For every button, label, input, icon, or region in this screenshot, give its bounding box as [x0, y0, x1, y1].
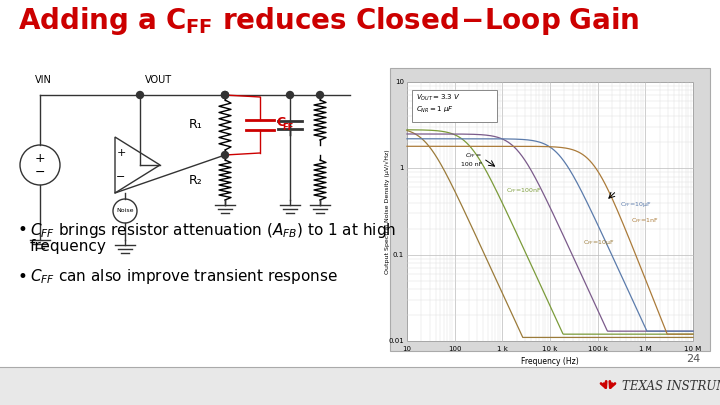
Text: 0.1: 0.1: [392, 252, 404, 258]
Text: 10: 10: [402, 346, 412, 352]
Text: $V_{OUT} = 3.3\ V$: $V_{OUT} = 3.3\ V$: [416, 93, 461, 103]
Text: •: •: [18, 221, 28, 239]
Text: $C_{FF}$ can also improve transient response: $C_{FF}$ can also improve transient resp…: [30, 267, 338, 286]
Text: Noise: Noise: [116, 209, 134, 213]
Text: C: C: [276, 117, 285, 130]
Text: 100 k: 100 k: [588, 346, 608, 352]
Text: TEXAS INSTRUMENTS: TEXAS INSTRUMENTS: [622, 379, 720, 392]
Circle shape: [222, 92, 228, 98]
Text: VOUT: VOUT: [145, 75, 172, 85]
Circle shape: [137, 92, 143, 98]
Text: C$_{FF}$=1nF: C$_{FF}$=1nF: [631, 216, 659, 225]
Text: R₂: R₂: [189, 173, 203, 186]
Circle shape: [317, 92, 323, 98]
Text: frequency: frequency: [30, 239, 107, 254]
Text: VIN: VIN: [35, 75, 52, 85]
Text: 100: 100: [448, 346, 462, 352]
Text: 100 nF: 100 nF: [461, 162, 482, 167]
Text: Output Spectral Noise Density (µV/√Hz): Output Spectral Noise Density (µV/√Hz): [384, 149, 390, 274]
Text: 0.01: 0.01: [388, 338, 404, 344]
Text: $C_{NR} = 1\ \mu F$: $C_{NR} = 1\ \mu F$: [416, 105, 454, 115]
Text: $C_{FF}$ brings resistor attenuation $(A_{FB})$ to 1 at high: $C_{FF}$ brings resistor attenuation $(A…: [30, 220, 396, 239]
Circle shape: [222, 92, 228, 98]
Circle shape: [287, 92, 294, 98]
Text: C$_{FF}$=10µF: C$_{FF}$=10µF: [583, 238, 616, 247]
Text: 10 M: 10 M: [685, 346, 701, 352]
Text: C$_{FF}$=10µF: C$_{FF}$=10µF: [621, 200, 652, 209]
Text: R₁: R₁: [189, 119, 203, 132]
Text: Frequency (Hz): Frequency (Hz): [521, 357, 579, 366]
Bar: [407, 82, 693, 341]
Text: $C_{FF}=$: $C_{FF}=$: [465, 151, 482, 160]
Text: 10: 10: [395, 79, 404, 85]
Circle shape: [222, 151, 228, 158]
Text: +: +: [35, 151, 45, 164]
Text: FF: FF: [282, 122, 293, 132]
Text: C$_{FF}$=100nF: C$_{FF}$=100nF: [506, 186, 542, 195]
Bar: [390, 68, 710, 351]
Text: 1 k: 1 k: [497, 346, 508, 352]
Text: −: −: [35, 166, 45, 179]
Text: 1: 1: [400, 165, 404, 171]
Text: •: •: [18, 268, 28, 286]
Bar: [412, 90, 497, 122]
Text: 1 M: 1 M: [639, 346, 652, 352]
Text: 24: 24: [685, 354, 700, 364]
Text: 10 k: 10 k: [542, 346, 558, 352]
Text: $\mathbf{Adding\ a\ C_{FF}\ reduces\ Closed\!-\!Loop\ Gain}$: $\mathbf{Adding\ a\ C_{FF}\ reduces\ Clo…: [18, 5, 639, 37]
Text: −: −: [117, 172, 126, 182]
Text: +: +: [117, 148, 126, 158]
Bar: [0, 367, 720, 405]
